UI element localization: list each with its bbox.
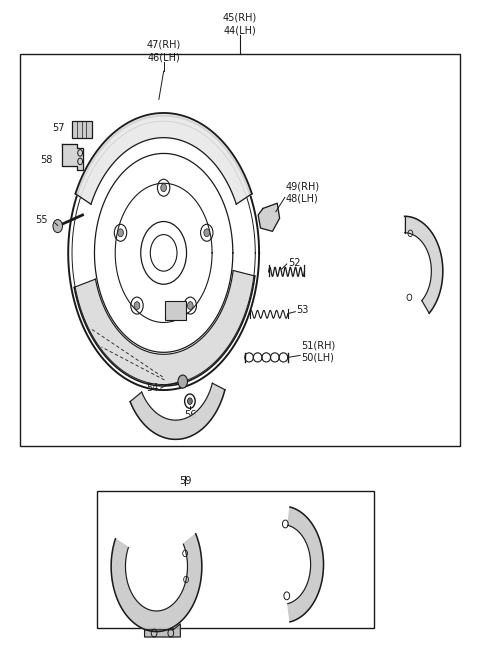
Circle shape bbox=[178, 375, 188, 388]
Bar bbox=[72, 121, 92, 138]
Polygon shape bbox=[111, 534, 202, 632]
Text: 55: 55 bbox=[35, 215, 47, 225]
Text: 47(RH)
46(LH): 47(RH) 46(LH) bbox=[146, 40, 181, 62]
Circle shape bbox=[53, 220, 62, 233]
Text: 57: 57 bbox=[52, 123, 65, 133]
Text: 52: 52 bbox=[288, 258, 300, 268]
Polygon shape bbox=[62, 144, 84, 170]
Polygon shape bbox=[405, 216, 443, 313]
Text: 53: 53 bbox=[296, 305, 309, 316]
Circle shape bbox=[161, 184, 167, 192]
Text: 54: 54 bbox=[146, 383, 159, 393]
Polygon shape bbox=[75, 113, 252, 204]
Circle shape bbox=[204, 229, 210, 237]
Text: 59: 59 bbox=[179, 476, 192, 486]
Circle shape bbox=[134, 302, 140, 310]
Polygon shape bbox=[288, 507, 324, 622]
Polygon shape bbox=[144, 624, 180, 637]
Circle shape bbox=[188, 398, 192, 405]
Bar bbox=[97, 491, 373, 628]
Circle shape bbox=[187, 302, 193, 310]
Text: 51(RH)
50(LH): 51(RH) 50(LH) bbox=[301, 340, 336, 363]
Polygon shape bbox=[74, 270, 255, 386]
Text: 58: 58 bbox=[40, 155, 53, 165]
Polygon shape bbox=[258, 203, 280, 232]
Circle shape bbox=[118, 229, 123, 237]
FancyBboxPatch shape bbox=[165, 301, 186, 319]
Text: 45(RH)
44(LH): 45(RH) 44(LH) bbox=[223, 13, 257, 35]
Polygon shape bbox=[130, 383, 225, 440]
Text: 56: 56 bbox=[184, 409, 196, 420]
Bar bbox=[21, 54, 459, 445]
Text: 49(RH)
48(LH): 49(RH) 48(LH) bbox=[286, 182, 320, 204]
